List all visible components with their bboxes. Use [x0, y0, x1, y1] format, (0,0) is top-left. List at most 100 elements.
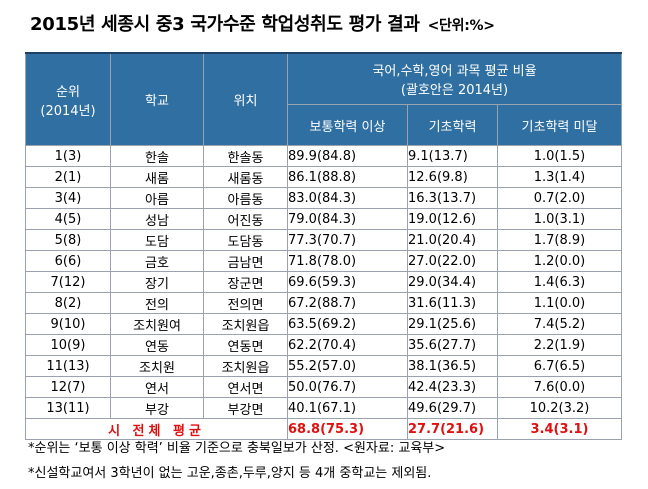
cell-below: 7.4(5.2) — [497, 313, 622, 335]
cell-rank: 10(9) — [25, 334, 111, 356]
cell-rank: 7(12) — [25, 271, 111, 293]
table-row: 5(8) 도담 도담동 77.3(70.7) 21.0(20.4) 1.7(8.9) — [25, 229, 622, 251]
header-above: 보통학력 이상 — [287, 104, 408, 146]
cell-rank: 11(13) — [25, 355, 111, 377]
cell-below: 1.3(1.4) — [497, 166, 622, 188]
cell-below: 6.7(6.5) — [497, 355, 622, 377]
table-row: 3(4) 아름 아름동 83.0(84.3) 16.3(13.7) 0.7(2.0) — [25, 187, 622, 209]
title-text: 2015년 세종시 중3 국가수준 학업성취도 평가 결과 — [30, 14, 420, 35]
header-group: 국어,수학,영어 과목 평균 비율 (괄호안은 2014년) — [287, 52, 622, 105]
cell-above: 79.0(84.3) — [287, 208, 408, 230]
cell-school: 한솔 — [110, 145, 204, 167]
cell-school: 조치원여 — [110, 313, 204, 335]
cell-location: 아름동 — [203, 187, 288, 209]
cell-above: 77.3(70.7) — [287, 229, 408, 251]
table-row: 4(5) 성남 어진동 79.0(84.3) 19.0(12.6) 1.0(3.1) — [25, 208, 622, 230]
cell-rank: 13(11) — [25, 397, 111, 419]
cell-above: 89.9(84.8) — [287, 145, 408, 167]
cell-basic: 9.1(13.7) — [407, 145, 498, 167]
cell-below: 1.0(3.1) — [497, 208, 622, 230]
header-below: 기초학력 미달 — [497, 104, 622, 146]
unit-label: <단위:%> — [427, 18, 495, 34]
cell-basic: 27.0(22.0) — [407, 250, 498, 272]
cell-above: 40.1(67.1) — [287, 397, 408, 419]
cell-below: 0.7(2.0) — [497, 187, 622, 209]
cell-school: 금호 — [110, 250, 204, 272]
cell-location: 도담동 — [203, 229, 288, 251]
table-row: 9(10) 조치원여 조치원읍 63.5(69.2) 29.1(25.6) 7.4(5.2… — [25, 313, 622, 335]
header-rank-year: (2014년) — [40, 103, 96, 119]
cell-location: 한솔동 — [203, 145, 288, 167]
table-row: 10(9) 연동 연동면 62.2(70.4) 35.6(27.7) 2.2(1.9) — [25, 334, 622, 356]
cell-location: 금남면 — [203, 250, 288, 272]
cell-school: 조치원 — [110, 355, 204, 377]
cell-above: 67.2(88.7) — [287, 292, 408, 314]
cell-below: 1.7(8.9) — [497, 229, 622, 251]
cell-above: 50.0(76.7) — [287, 376, 408, 398]
cell-school: 새롬 — [110, 166, 204, 188]
cell-below: 10.2(3.2) — [497, 397, 622, 419]
cell-location: 전의면 — [203, 292, 288, 314]
cell-location: 연동면 — [203, 334, 288, 356]
cell-above: 83.0(84.3) — [287, 187, 408, 209]
cell-location: 연서면 — [203, 376, 288, 398]
table-row: 1(3) 한솔 한솔동 89.9(84.8) 9.1(13.7) 1.0(1.5) — [25, 145, 622, 167]
cell-basic: 12.6(9.8) — [407, 166, 498, 188]
cell-rank: 5(8) — [25, 229, 111, 251]
cell-rank: 3(4) — [25, 187, 111, 209]
cell-below: 1.4(6.3) — [497, 271, 622, 293]
header-school: 학교 — [110, 52, 204, 146]
cell-above: 55.2(57.0) — [287, 355, 408, 377]
cell-rank: 8(2) — [25, 292, 111, 314]
table-row: 11(13) 조치원 조치원읍 55.2(57.0) 38.1(36.5) 6.7(6.5… — [25, 355, 622, 377]
cell-rank: 6(6) — [25, 250, 111, 272]
cell-rank: 4(5) — [25, 208, 111, 230]
cell-location: 장군면 — [203, 271, 288, 293]
table-body: 1(3) 한솔 한솔동 89.9(84.8) 9.1(13.7) 1.0(1.5) 2(1)… — [25, 145, 622, 419]
cell-location: 새롬동 — [203, 166, 288, 188]
header-rank-label: 순위 — [56, 84, 80, 100]
cell-location: 조치원읍 — [203, 355, 288, 377]
cell-basic: 38.1(36.5) — [407, 355, 498, 377]
table-row: 6(6) 금호 금남면 71.8(78.0) 27.0(22.0) 1.2(0.0) — [25, 250, 622, 272]
table-row: 13(11) 부강 부강면 40.1(67.1) 49.6(29.7) 10.2(3.2) — [25, 397, 622, 419]
cell-school: 도담 — [110, 229, 204, 251]
header-basic: 기초학력 — [407, 104, 498, 146]
cell-school: 부강 — [110, 397, 204, 419]
cell-above: 69.6(59.3) — [287, 271, 408, 293]
cell-rank: 1(3) — [25, 145, 111, 167]
header-rank: 순위 (2014년) — [25, 52, 111, 146]
note-excluded: *신설학교여서 3학년이 없는 고운,종촌,두루,양지 등 4개 중학교는 제외… — [28, 466, 432, 481]
table-row: 8(2) 전의 전의면 67.2(88.7) 31.6(11.3) 1.1(0.0) — [25, 292, 622, 314]
cell-below: 1.2(0.0) — [497, 250, 622, 272]
cell-above: 62.2(70.4) — [287, 334, 408, 356]
cell-basic: 42.4(23.3) — [407, 376, 498, 398]
cell-below: 1.1(0.0) — [497, 292, 622, 314]
cell-school: 연동 — [110, 334, 204, 356]
page-title: 2015년 세종시 중3 국가수준 학업성취도 평가 결과 <단위:%> — [30, 10, 630, 40]
cell-rank: 2(1) — [25, 166, 111, 188]
cell-school: 연서 — [110, 376, 204, 398]
total-label: 시 전체 평균 — [25, 418, 288, 440]
cell-school: 전의 — [110, 292, 204, 314]
cell-basic: 21.0(20.4) — [407, 229, 498, 251]
cell-below: 2.2(1.9) — [497, 334, 622, 356]
total-basic: 27.7(21.6) — [407, 418, 498, 440]
cell-basic: 16.3(13.7) — [407, 187, 498, 209]
cell-rank: 9(10) — [25, 313, 111, 335]
cell-school: 성남 — [110, 208, 204, 230]
table-row: 12(7) 연서 연서면 50.0(76.7) 42.4(23.3) 7.6(0.0) — [25, 376, 622, 398]
cell-location: 조치원읍 — [203, 313, 288, 335]
header-location: 위치 — [203, 52, 288, 146]
cell-above: 86.1(88.8) — [287, 166, 408, 188]
cell-basic: 29.0(34.4) — [407, 271, 498, 293]
cell-below: 7.6(0.0) — [497, 376, 622, 398]
header-group-sub: (괄호안은 2014년) — [400, 83, 509, 98]
total-below: 3.4(3.1) — [497, 418, 622, 440]
cell-basic: 35.6(27.7) — [407, 334, 498, 356]
note-ranking: *순위는 ‘보통 이상 학력’ 비율 기준으로 충북일보가 산정. <원자료: … — [28, 441, 446, 456]
cell-basic: 19.0(12.6) — [407, 208, 498, 230]
cell-below: 1.0(1.5) — [497, 145, 622, 167]
results-table: 순위 (2014년) 학교 위치 국어,수학,영어 과목 평균 비율 (괄호안은… — [25, 52, 622, 440]
cell-school: 아름 — [110, 187, 204, 209]
